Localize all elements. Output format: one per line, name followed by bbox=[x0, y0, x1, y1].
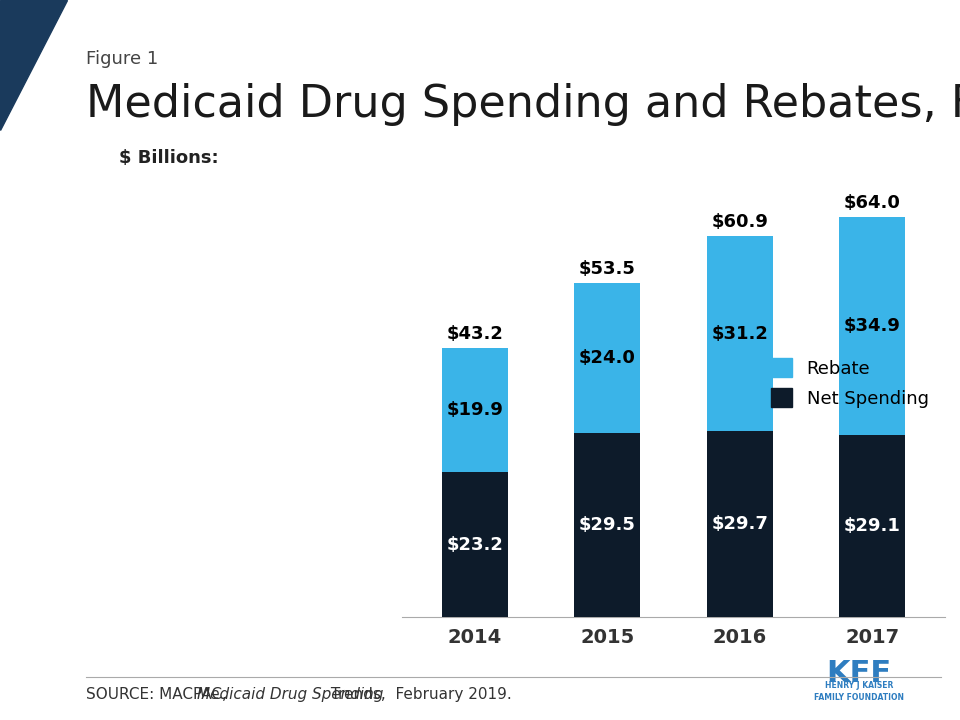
Bar bbox=[442, 348, 508, 472]
Bar bbox=[442, 472, 508, 617]
Bar bbox=[707, 236, 773, 431]
Bar bbox=[574, 282, 640, 433]
Text: $43.2: $43.2 bbox=[446, 325, 503, 343]
Text: $31.2: $31.2 bbox=[711, 325, 768, 343]
Text: HENRY J KAISER
FAMILY FOUNDATION: HENRY J KAISER FAMILY FOUNDATION bbox=[814, 681, 904, 702]
Bar bbox=[839, 435, 905, 617]
Text: $19.9: $19.9 bbox=[446, 401, 503, 419]
Legend: Rebate, Net Spending: Rebate, Net Spending bbox=[763, 351, 936, 415]
Text: $64.0: $64.0 bbox=[844, 194, 900, 212]
Text: $24.0: $24.0 bbox=[579, 348, 636, 366]
Text: Figure 1: Figure 1 bbox=[86, 50, 158, 68]
Bar bbox=[574, 433, 640, 617]
Text: $ Billions:: $ Billions: bbox=[119, 149, 219, 167]
Bar bbox=[839, 217, 905, 435]
Text: KFF: KFF bbox=[827, 659, 892, 688]
Text: $23.2: $23.2 bbox=[446, 536, 503, 554]
Text: $34.9: $34.9 bbox=[844, 317, 900, 335]
Text: $29.7: $29.7 bbox=[711, 516, 768, 534]
Text: Trends,  February 2019.: Trends, February 2019. bbox=[326, 687, 512, 702]
Text: $29.1: $29.1 bbox=[844, 517, 900, 535]
Text: $29.5: $29.5 bbox=[579, 516, 636, 534]
Text: SOURCE: MACPAC,: SOURCE: MACPAC, bbox=[86, 687, 232, 702]
Bar bbox=[707, 431, 773, 617]
Text: Medicaid Drug Spending and Rebates, FY2014-17: Medicaid Drug Spending and Rebates, FY20… bbox=[86, 83, 960, 126]
Text: Medicaid Drug Spending: Medicaid Drug Spending bbox=[197, 687, 383, 702]
Text: $60.9: $60.9 bbox=[711, 213, 768, 231]
Text: $53.5: $53.5 bbox=[579, 259, 636, 277]
